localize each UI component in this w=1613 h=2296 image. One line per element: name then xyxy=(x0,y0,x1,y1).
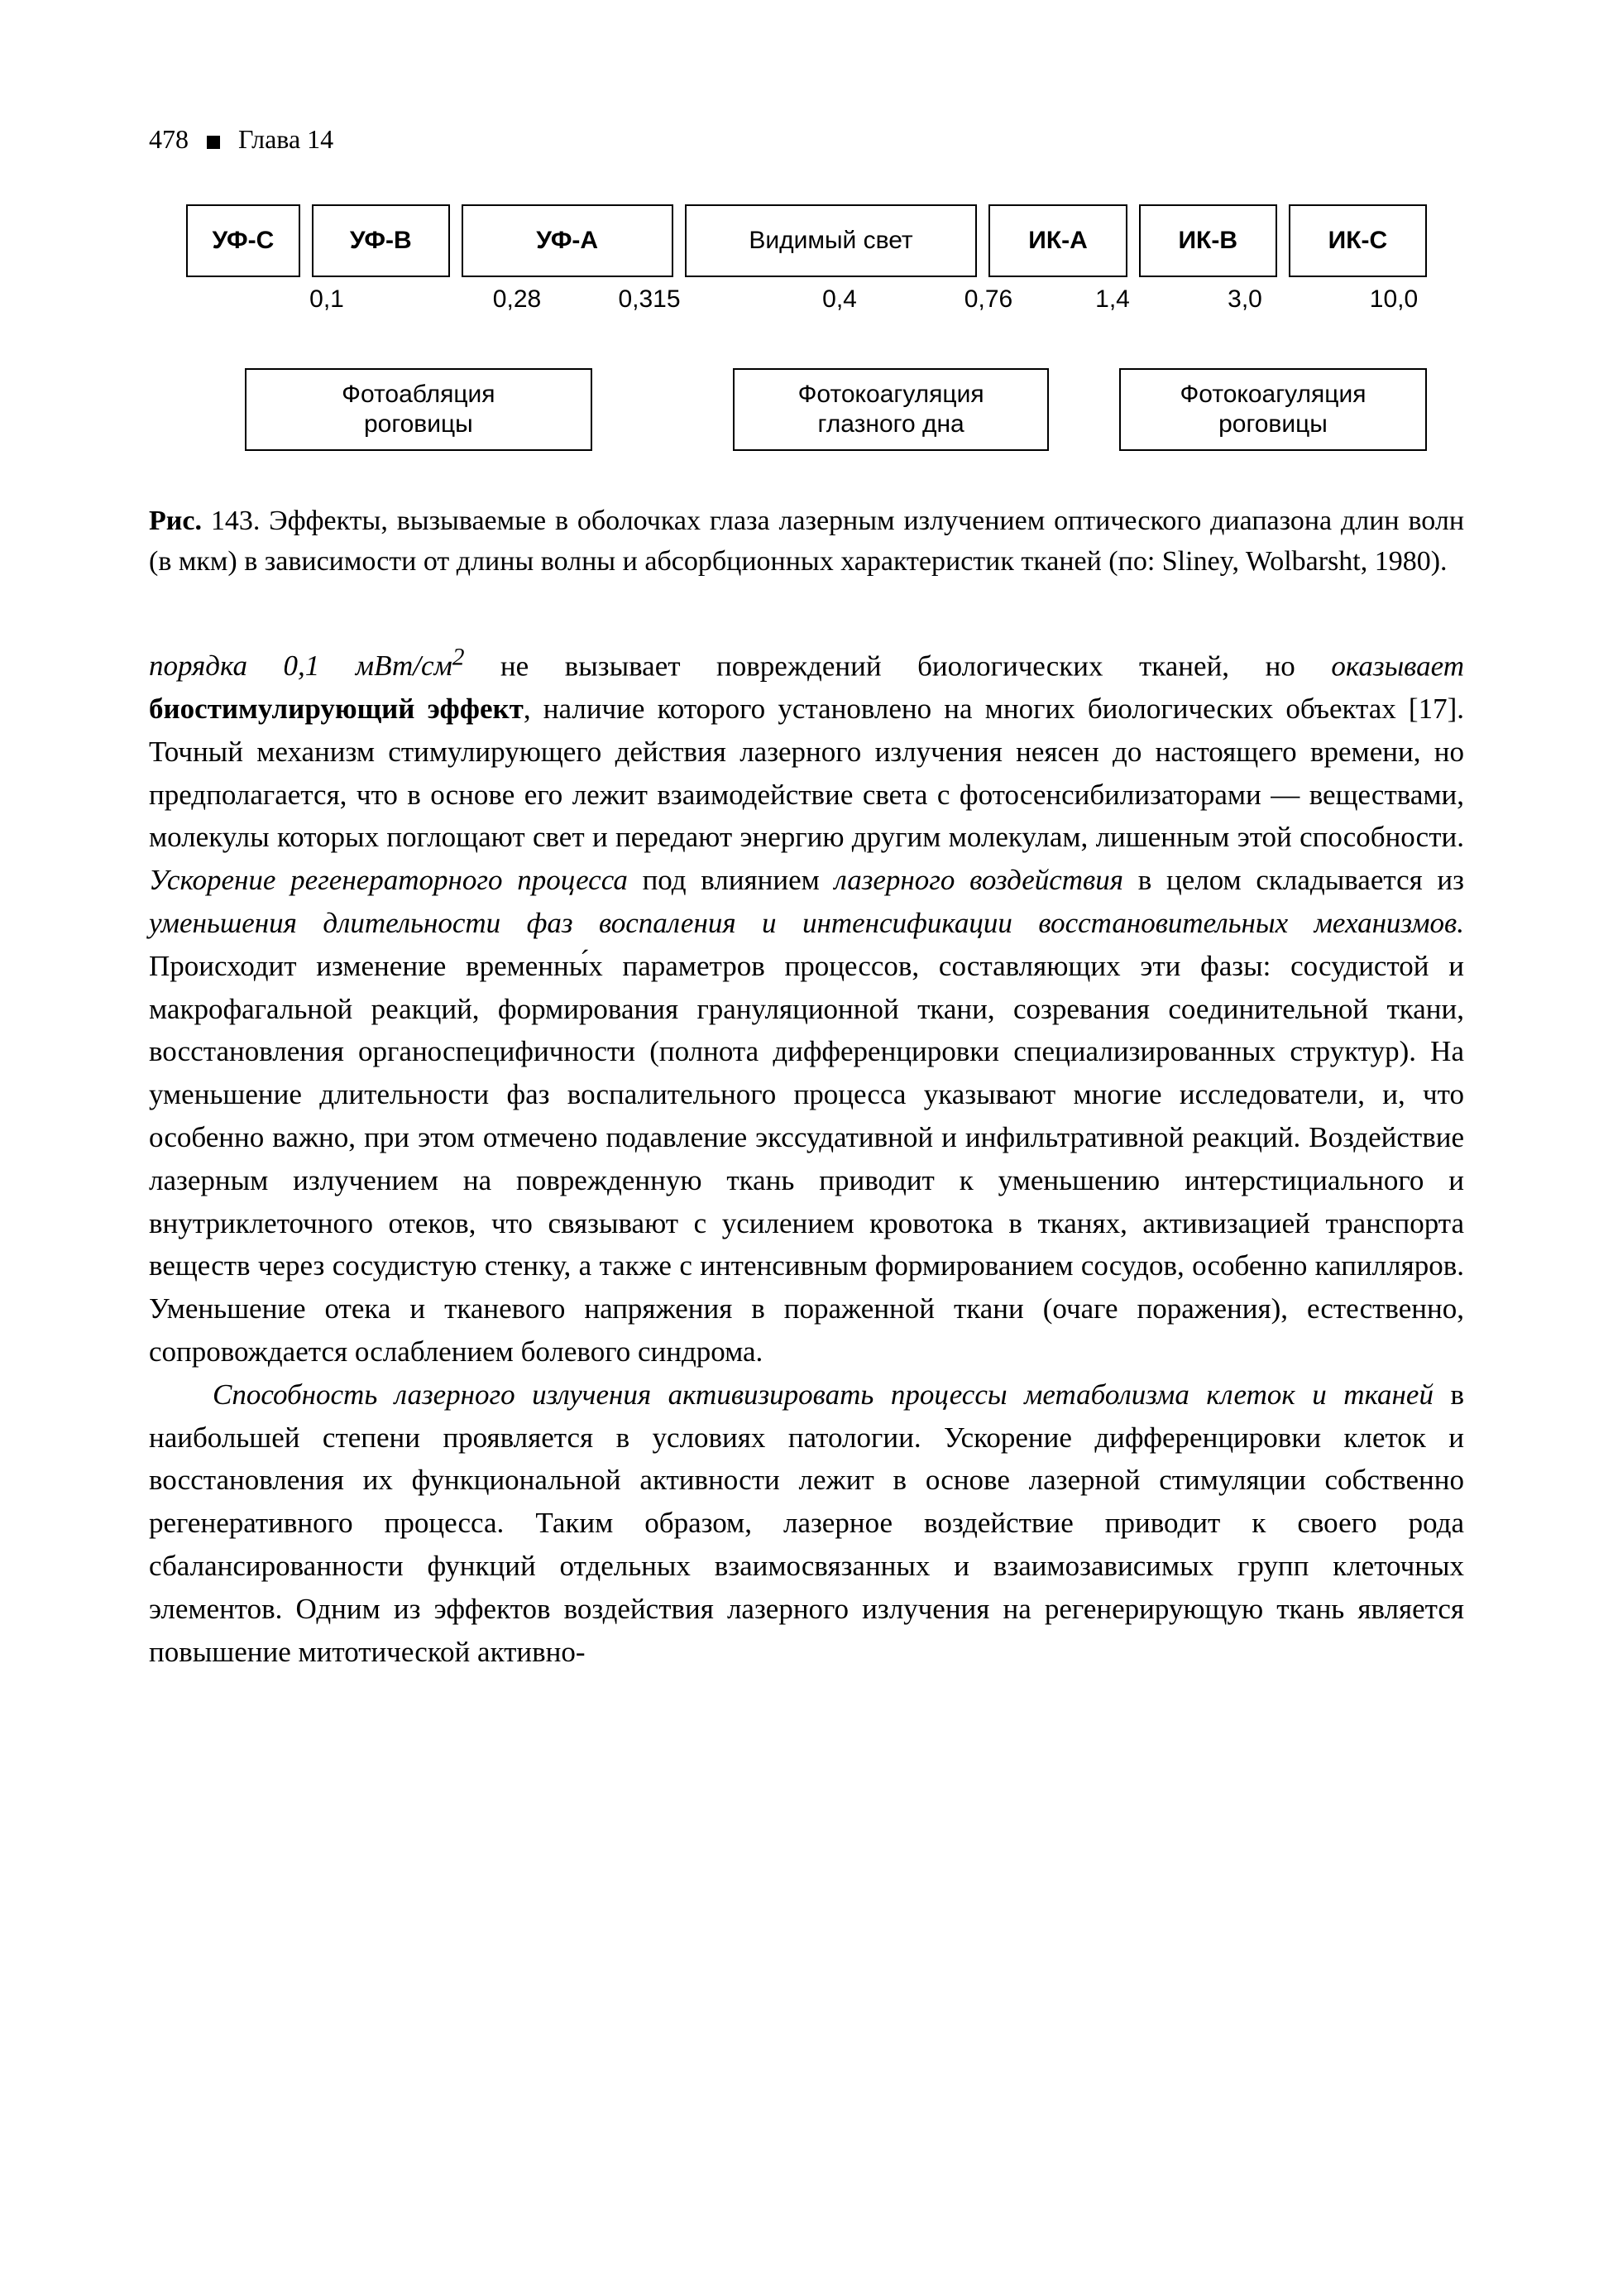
caption-label: Рис. xyxy=(149,506,202,536)
spectrum-band: ИК-С xyxy=(1289,204,1427,277)
effect-box: Фотокоагуляцияглазного дна xyxy=(733,368,1049,451)
wavelength-value: 0,1 xyxy=(309,285,344,314)
chapter-label: Глава 14 xyxy=(238,124,333,154)
text-run: Ускорение регенераторного процесса xyxy=(149,864,628,896)
spacer xyxy=(186,368,233,451)
text-run: уменьшения длительности фаз воспаления и… xyxy=(149,907,1464,939)
spacer xyxy=(604,368,722,451)
wavelength-scale: 0,1 0,28 0,315 0,4 0,76 1,4 3,0 10,0 xyxy=(186,285,1427,327)
wavelength-value: 1,4 xyxy=(1095,285,1130,314)
effect-box: Фотокоагуляцияроговицы xyxy=(1119,368,1427,451)
text-run: Происходит изменение временны́х параметр… xyxy=(149,950,1464,1368)
page: 478 Глава 14 УФ-СУФ-ВУФ-АВидимый светИК-… xyxy=(0,0,1613,2296)
text-run: под влиянием xyxy=(628,864,835,896)
paragraph-1: порядка 0,1 мВт/см2 не вызывает поврежде… xyxy=(149,640,1464,1373)
spectrum-band: ИК-А xyxy=(988,204,1127,277)
text-run: оказывает xyxy=(1331,649,1464,682)
wavelength-value: 10,0 xyxy=(1370,285,1418,314)
text-run: Способность лазерного излучения активизи… xyxy=(213,1378,1434,1411)
body-text: порядка 0,1 мВт/см2 не вызывает поврежде… xyxy=(149,640,1464,1674)
text-run: биостимулирующий эффект xyxy=(149,693,524,725)
wavelength-value: 0,315 xyxy=(618,285,680,314)
spectrum-band: ИК-В xyxy=(1139,204,1277,277)
spectrum-row: УФ-СУФ-ВУФ-АВидимый светИК-АИК-ВИК-С xyxy=(186,204,1427,277)
wavelength-value: 0,76 xyxy=(964,285,1012,314)
spectrum-diagram: УФ-СУФ-ВУФ-АВидимый светИК-АИК-ВИК-С 0,1… xyxy=(186,204,1427,451)
text-run: порядка 0,1 мВт/см2 xyxy=(149,649,464,682)
text-run: в целом складывается из xyxy=(1123,864,1464,896)
text-run: лазерного воздействия xyxy=(835,864,1124,896)
wavelength-value: 3,0 xyxy=(1228,285,1262,314)
effect-box: Фотоабляцияроговицы xyxy=(245,368,592,451)
spectrum-band: Видимый свет xyxy=(685,204,978,277)
text-run: в наибольшей степени проявляется в услов… xyxy=(149,1378,1464,1668)
wavelength-value: 0,4 xyxy=(822,285,857,314)
spectrum-band: УФ-В xyxy=(312,204,450,277)
spectrum-band: УФ-С xyxy=(186,204,300,277)
text-run: не вызывает повреждений биологических тк… xyxy=(464,649,1331,682)
header-bullet-icon xyxy=(207,136,220,149)
spacer xyxy=(1060,368,1108,451)
effects-row: Фотоабляцияроговицы Фотокоагуляцияглазног… xyxy=(186,368,1427,451)
figure-caption: Рис. 143. Эффекты, вызываемые в оболочка… xyxy=(149,501,1464,582)
paragraph-2: Способность лазерного излучения активизи… xyxy=(149,1373,1464,1674)
page-number: 478 xyxy=(149,124,189,154)
spectrum-band: УФ-А xyxy=(462,204,673,277)
caption-number: 143. xyxy=(211,506,261,536)
caption-text: Эффекты, вызываемые в оболочках глаза ла… xyxy=(149,506,1464,577)
wavelength-value: 0,28 xyxy=(493,285,541,314)
page-header: 478 Глава 14 xyxy=(149,124,1464,155)
